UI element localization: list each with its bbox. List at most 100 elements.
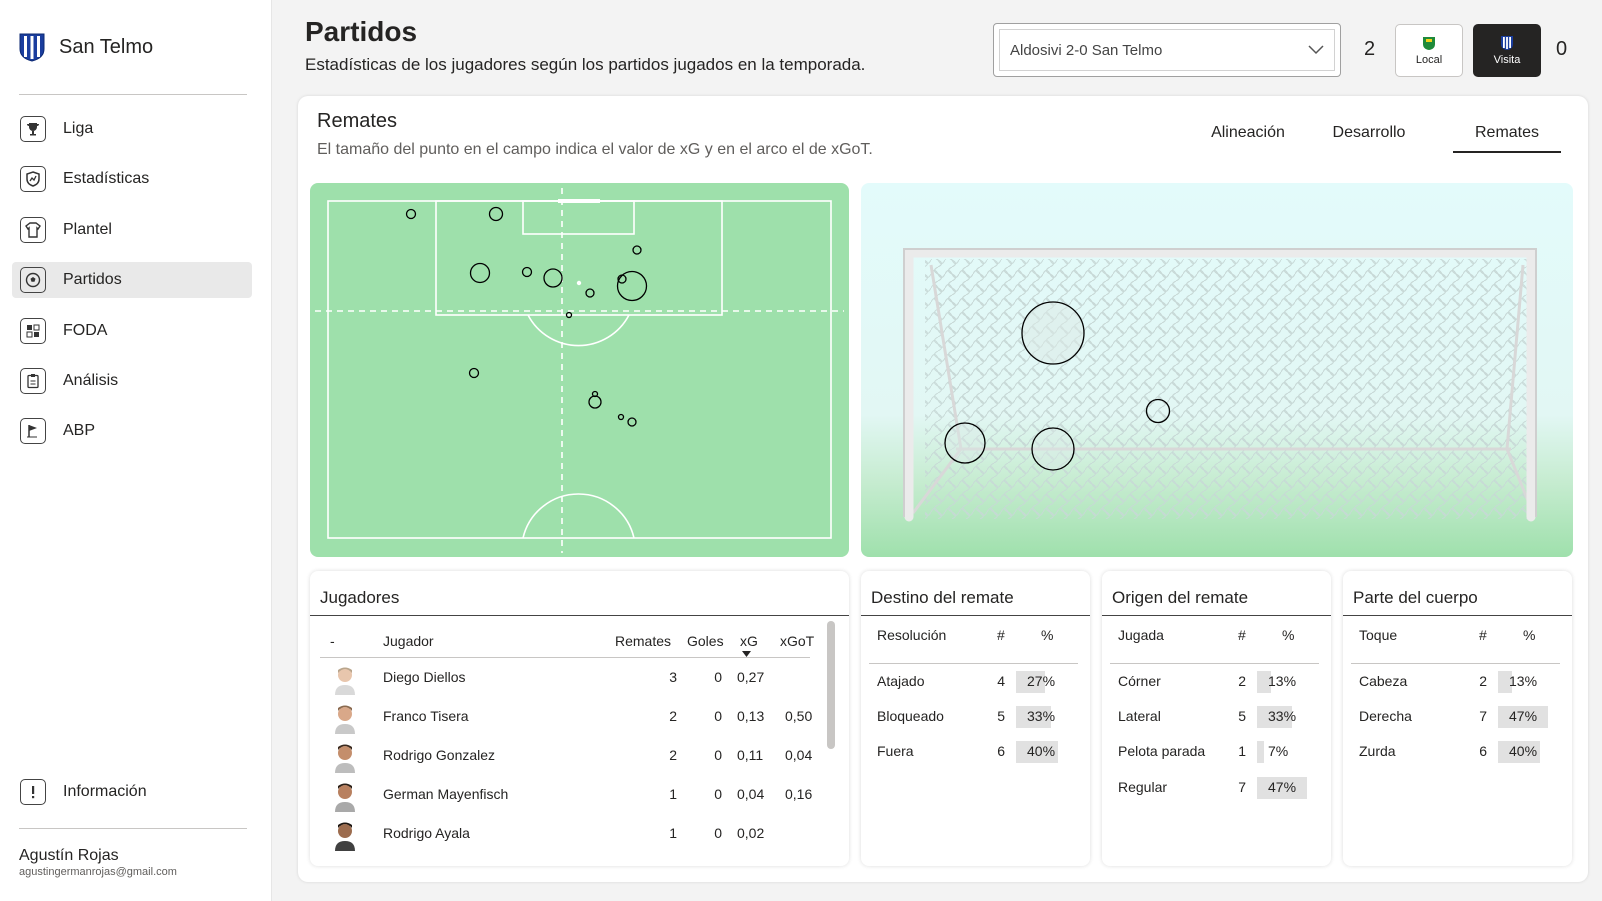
penalty-spot — [576, 280, 582, 286]
shot-marker — [521, 266, 533, 278]
col-header-resolucion[interactable]: Resolución — [877, 627, 947, 643]
table-row[interactable]: Atajado 4 27% — [869, 667, 1078, 699]
row-count: 6 — [1479, 743, 1487, 759]
goal-shot-marker — [1021, 301, 1085, 365]
destino-card-title: Destino del remate — [871, 588, 1014, 607]
score-visita: 0 — [1556, 38, 1568, 60]
col-header-count[interactable]: # — [1238, 627, 1246, 643]
player-shots: 3 — [669, 669, 677, 685]
table-header-divider — [869, 663, 1078, 664]
shot-marker — [585, 288, 595, 298]
col-header-pct[interactable]: % — [1041, 627, 1054, 643]
shot-marker — [627, 417, 637, 427]
col-header-goles[interactable]: Goles — [687, 633, 724, 649]
brand[interactable]: San Telmo — [19, 30, 153, 64]
match-select-value: Aldosivi 2-0 San Telmo — [1010, 41, 1163, 59]
players-scrollbar[interactable] — [827, 621, 835, 749]
row-count: 7 — [1479, 708, 1487, 724]
visita-team-button[interactable]: Visita — [1473, 24, 1541, 77]
col-header-remates[interactable]: Remates — [615, 633, 672, 649]
table-row[interactable]: Derecha 7 47% — [1351, 702, 1560, 734]
player-xgot: 0,50 — [785, 708, 813, 724]
player-xg: 0,02 — [737, 825, 765, 841]
origen-card: Origen del remate Jugada # % Córner 2 13… — [1102, 571, 1331, 866]
clipboard-icon — [20, 367, 46, 394]
table-row[interactable]: Lateral 5 33% — [1110, 702, 1319, 734]
sidebar-item-estadisticas[interactable]: Estadísticas — [12, 161, 252, 197]
pct-bar — [1016, 741, 1059, 763]
row-label: Pelota parada — [1118, 743, 1206, 759]
avatar — [332, 780, 358, 812]
sidebar-item-label: Análisis — [63, 371, 119, 389]
shot-markers — [405, 206, 648, 427]
player-goals: 0 — [714, 825, 722, 841]
local-crest-icon — [1423, 37, 1435, 50]
goal-net-back — [931, 263, 1523, 449]
col-header-pct[interactable]: % — [1523, 627, 1536, 643]
row-pct: 13% — [1509, 673, 1538, 689]
col-header-xg[interactable]: xG — [740, 633, 758, 649]
col-header-xgot[interactable]: xGoT — [780, 633, 815, 649]
col-header-count[interactable]: # — [1479, 627, 1487, 643]
tab-desarrollo[interactable]: Desarrollo — [1332, 124, 1406, 141]
tab-remates[interactable]: Remates — [1453, 124, 1561, 153]
table-row[interactable]: German Mayenfisch 1 0 0,04 0,16 — [320, 776, 812, 815]
player-xgot: 0,04 — [785, 747, 813, 763]
sidebar-item-label: Plantel — [63, 220, 112, 238]
shot-marker — [616, 270, 648, 302]
col-header-pct[interactable]: % — [1282, 627, 1295, 643]
shot-marker — [468, 367, 480, 379]
table-row[interactable]: Fuera 6 40% — [869, 737, 1078, 769]
sidebar-item-analisis[interactable]: Análisis — [12, 363, 252, 399]
club-crest-icon — [19, 33, 45, 62]
table-row[interactable]: Rodrigo Ayala 1 0 0,02 — [320, 815, 810, 854]
penalty-box — [435, 200, 723, 316]
match-select[interactable]: Aldosivi 2-0 San Telmo — [993, 23, 1341, 77]
row-count: 4 — [997, 673, 1005, 689]
table-row[interactable]: Córner 2 13% — [1110, 667, 1319, 699]
table-row[interactable]: Franco Tisera 2 0 0,13 0,50 — [320, 698, 813, 737]
brand-name: San Telmo — [59, 35, 154, 58]
shot-marker — [588, 395, 602, 409]
sidebar-item-label: Partidos — [63, 271, 122, 289]
col-header-jugador[interactable]: Jugador — [383, 633, 434, 649]
sidebar-item-partidos[interactable]: Partidos — [12, 262, 252, 299]
row-label: Córner — [1118, 673, 1161, 689]
shot-map-pitch — [310, 183, 849, 557]
info-icon — [20, 779, 46, 805]
sidebar-item-label: Información — [63, 783, 147, 800]
goal-frame — [904, 248, 1536, 522]
col-header-jugada[interactable]: Jugada — [1118, 627, 1164, 643]
col-header-index[interactable]: - — [330, 633, 335, 649]
table-row[interactable]: Bloqueado 5 33% — [869, 702, 1078, 734]
player-name: Franco Tisera — [383, 708, 469, 724]
table-row[interactable]: Rodrigo Gonzalez 2 0 0,11 0,04 — [320, 737, 813, 776]
table-row[interactable]: Diego Diellos 3 0 0,27 — [320, 659, 810, 698]
soccer-ball-icon — [20, 267, 46, 294]
sidebar-item-informacion[interactable]: Información — [12, 774, 252, 810]
table-row[interactable]: Cabeza 2 13% — [1351, 667, 1560, 699]
player-goals: 0 — [714, 747, 722, 763]
col-header-count[interactable]: # — [997, 627, 1005, 643]
row-pct: 7% — [1268, 743, 1289, 759]
sidebar-item-foda[interactable]: FODA — [12, 313, 252, 349]
sidebar-item-liga[interactable]: Liga — [12, 111, 252, 147]
table-row[interactable]: Pelota parada 1 7% — [1110, 737, 1319, 769]
row-label: Derecha — [1359, 708, 1412, 724]
sidebar-item-label: ABP — [63, 422, 96, 440]
sidebar-item-plantel[interactable]: Plantel — [12, 212, 252, 248]
page-subtitle: Estadísticas de los jugadores según los … — [305, 55, 866, 74]
local-team-button[interactable]: Local — [1395, 24, 1463, 77]
cuerpo-card-title: Parte del cuerpo — [1353, 588, 1478, 607]
goal-svg — [903, 248, 1537, 522]
row-label: Zurda — [1359, 743, 1396, 759]
tab-alineacion[interactable]: Alineación — [1211, 124, 1285, 141]
pct-bar — [1257, 706, 1292, 728]
pct-bar — [1257, 777, 1307, 799]
sidebar-item-abp[interactable]: ABP — [12, 413, 252, 449]
goal-shot-marker — [944, 422, 986, 464]
table-row[interactable]: Regular 7 47% — [1110, 773, 1319, 805]
table-row[interactable]: Zurda 6 40% — [1351, 737, 1560, 769]
pct-bar — [1498, 741, 1541, 763]
col-header-toque[interactable]: Toque — [1359, 627, 1398, 643]
